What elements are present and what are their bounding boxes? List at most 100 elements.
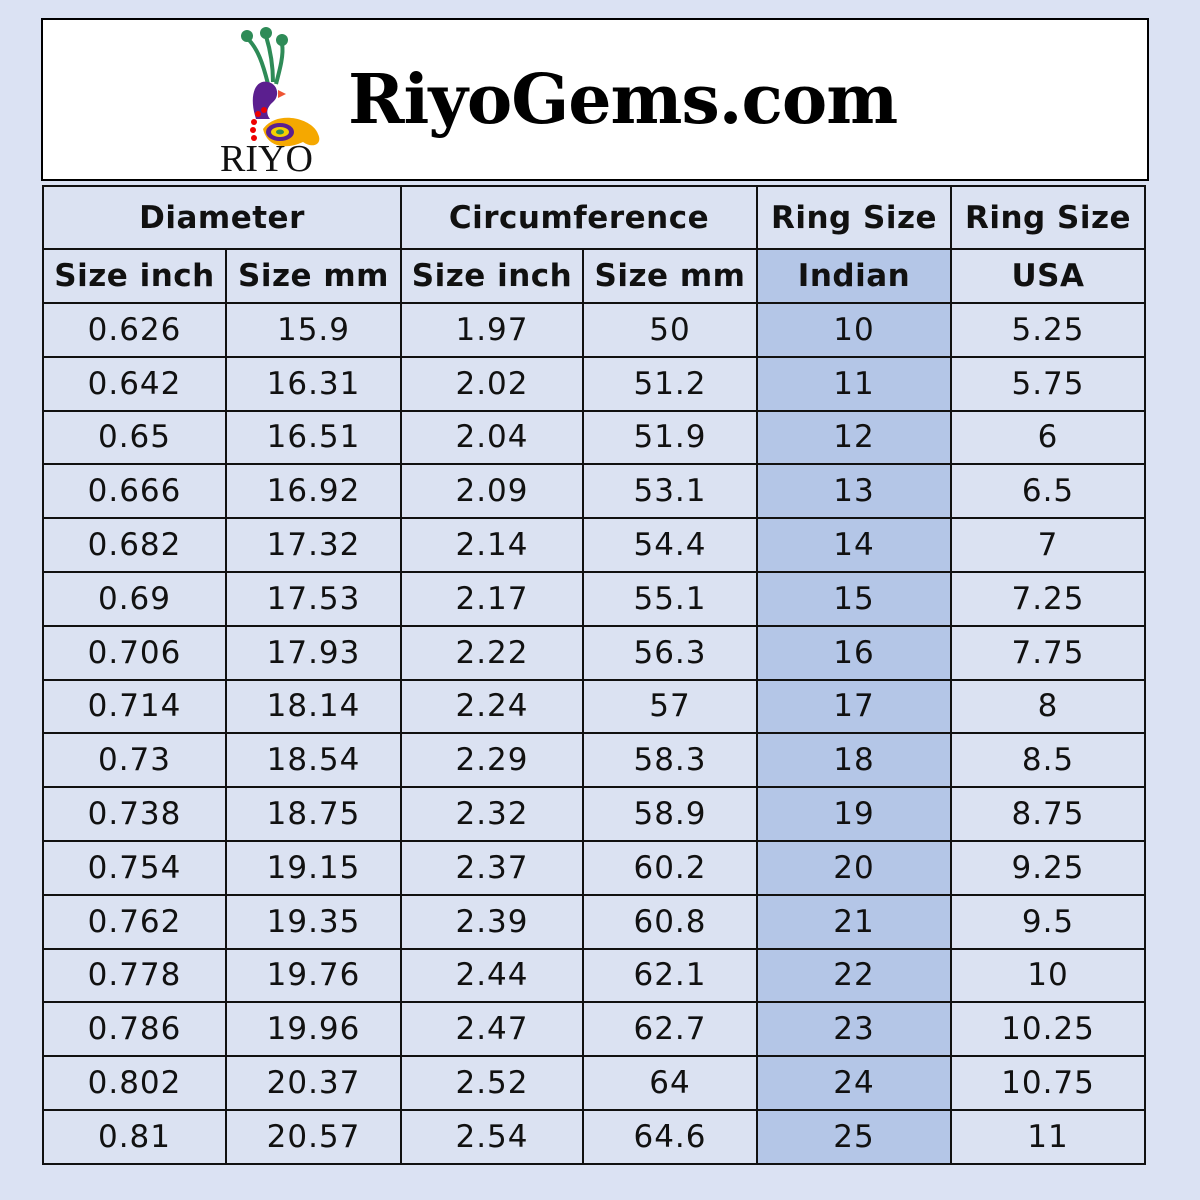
cell-diameter-inch: 0.666 — [42, 463, 227, 520]
cell-diameter-mm: 16.51 — [225, 409, 402, 466]
table-row: 0.786 19.96 2.47 62.7 23 10.25 — [42, 1001, 1146, 1058]
cell-indian-size: 25 — [756, 1108, 952, 1165]
cell-diameter-inch: 0.69 — [42, 570, 227, 627]
cell-diameter-mm: 17.53 — [225, 570, 402, 627]
table-row: 0.73 18.54 2.29 58.3 18 8.5 — [42, 732, 1146, 789]
cell-circumference-mm: 62.7 — [582, 1001, 758, 1058]
subheader-usa: USA — [950, 248, 1146, 304]
cell-circumference-inch: 2.04 — [400, 409, 584, 466]
cell-indian-size: 18 — [756, 732, 952, 789]
cell-indian-size: 13 — [756, 463, 952, 520]
cell-diameter-mm: 18.54 — [225, 732, 402, 789]
cell-diameter-inch: 0.762 — [42, 893, 227, 950]
cell-circumference-inch: 2.32 — [400, 786, 584, 842]
cell-diameter-mm: 19.96 — [225, 1001, 402, 1058]
cell-circumference-inch: 2.24 — [400, 678, 584, 735]
cell-usa-size: 10 — [950, 947, 1146, 1004]
cell-diameter-inch: 0.786 — [42, 1001, 227, 1058]
cell-diameter-mm: 20.37 — [225, 1055, 402, 1111]
subheader-circumference-inch: Size inch — [400, 248, 584, 304]
cell-indian-size: 12 — [756, 409, 952, 466]
cell-diameter-inch: 0.81 — [42, 1108, 227, 1165]
subheader-indian: Indian — [756, 248, 952, 304]
cell-indian-size: 24 — [756, 1055, 952, 1111]
cell-circumference-mm: 64.6 — [582, 1108, 758, 1165]
cell-circumference-mm: 50 — [582, 302, 758, 358]
ring-size-table: Diameter Circumference Ring Size Ring Si… — [42, 185, 1146, 1165]
table-row: 0.666 16.92 2.09 53.1 13 6.5 — [42, 463, 1146, 520]
cell-indian-size: 21 — [756, 893, 952, 950]
cell-circumference-inch: 2.02 — [400, 355, 584, 412]
cell-diameter-mm: 15.9 — [225, 302, 402, 358]
table-row: 0.706 17.93 2.22 56.3 16 7.75 — [42, 624, 1146, 681]
cell-usa-size: 8.75 — [950, 786, 1146, 842]
cell-diameter-inch: 0.626 — [42, 302, 227, 358]
brand-title: RiyoGems.com — [348, 60, 898, 140]
cell-circumference-inch: 2.39 — [400, 893, 584, 950]
cell-circumference-inch: 1.97 — [400, 302, 584, 358]
cell-circumference-mm: 57 — [582, 678, 758, 735]
cell-usa-size: 9.5 — [950, 893, 1146, 950]
cell-circumference-mm: 60.2 — [582, 839, 758, 896]
cell-usa-size: 5.75 — [950, 355, 1146, 412]
cell-indian-size: 22 — [756, 947, 952, 1004]
header-banner: RIYO RiyoGems.com — [41, 18, 1149, 181]
subheader-diameter-inch: Size inch — [42, 248, 227, 304]
cell-usa-size: 10.75 — [950, 1055, 1146, 1111]
cell-circumference-inch: 2.52 — [400, 1055, 584, 1111]
cell-indian-size: 20 — [756, 839, 952, 896]
cell-indian-size: 11 — [756, 355, 952, 412]
cell-usa-size: 11 — [950, 1108, 1146, 1165]
cell-circumference-mm: 54.4 — [582, 517, 758, 573]
cell-usa-size: 7.75 — [950, 624, 1146, 681]
cell-circumference-mm: 58.9 — [582, 786, 758, 842]
cell-circumference-inch: 2.22 — [400, 624, 584, 681]
cell-diameter-mm: 19.15 — [225, 839, 402, 896]
cell-circumference-mm: 58.3 — [582, 732, 758, 789]
table-row: 0.762 19.35 2.39 60.8 21 9.5 — [42, 893, 1146, 950]
cell-diameter-mm: 17.32 — [225, 517, 402, 573]
cell-diameter-inch: 0.802 — [42, 1055, 227, 1111]
table-row: 0.778 19.76 2.44 62.1 22 10 — [42, 947, 1146, 1004]
cell-diameter-mm: 16.31 — [225, 355, 402, 412]
header-ring-size-usa: Ring Size — [950, 185, 1146, 250]
header-circumference: Circumference — [400, 185, 758, 250]
cell-circumference-inch: 2.44 — [400, 947, 584, 1004]
cell-indian-size: 17 — [756, 678, 952, 735]
cell-circumference-mm: 51.2 — [582, 355, 758, 412]
cell-indian-size: 19 — [756, 786, 952, 842]
cell-diameter-inch: 0.778 — [42, 947, 227, 1004]
cell-circumference-inch: 2.17 — [400, 570, 584, 627]
table-row: 0.682 17.32 2.14 54.4 14 7 — [42, 517, 1146, 573]
cell-circumference-mm: 55.1 — [582, 570, 758, 627]
svg-text:RIYO: RIYO — [220, 138, 313, 174]
cell-circumference-mm: 51.9 — [582, 409, 758, 466]
subheader-diameter-mm: Size mm — [225, 248, 402, 304]
cell-usa-size: 10.25 — [950, 1001, 1146, 1058]
cell-diameter-mm: 16.92 — [225, 463, 402, 520]
cell-indian-size: 15 — [756, 570, 952, 627]
cell-diameter-mm: 17.93 — [225, 624, 402, 681]
table-row: 0.65 16.51 2.04 51.9 12 6 — [42, 409, 1146, 466]
cell-indian-size: 14 — [756, 517, 952, 573]
cell-diameter-inch: 0.714 — [42, 678, 227, 735]
cell-indian-size: 23 — [756, 1001, 952, 1058]
cell-diameter-mm: 18.14 — [225, 678, 402, 735]
cell-usa-size: 5.25 — [950, 302, 1146, 358]
table-row: 0.626 15.9 1.97 50 10 5.25 — [42, 302, 1146, 358]
cell-indian-size: 10 — [756, 302, 952, 358]
cell-diameter-inch: 0.738 — [42, 786, 227, 842]
riyo-peacock-logo: RIYO — [220, 27, 320, 174]
cell-usa-size: 7 — [950, 517, 1146, 573]
cell-diameter-mm: 19.35 — [225, 893, 402, 950]
cell-circumference-mm: 60.8 — [582, 893, 758, 950]
cell-usa-size: 7.25 — [950, 570, 1146, 627]
cell-usa-size: 8.5 — [950, 732, 1146, 789]
cell-circumference-mm: 53.1 — [582, 463, 758, 520]
cell-diameter-mm: 19.76 — [225, 947, 402, 1004]
cell-usa-size: 6 — [950, 409, 1146, 466]
cell-diameter-inch: 0.754 — [42, 839, 227, 896]
cell-usa-size: 9.25 — [950, 839, 1146, 896]
cell-diameter-inch: 0.682 — [42, 517, 227, 573]
cell-diameter-inch: 0.706 — [42, 624, 227, 681]
